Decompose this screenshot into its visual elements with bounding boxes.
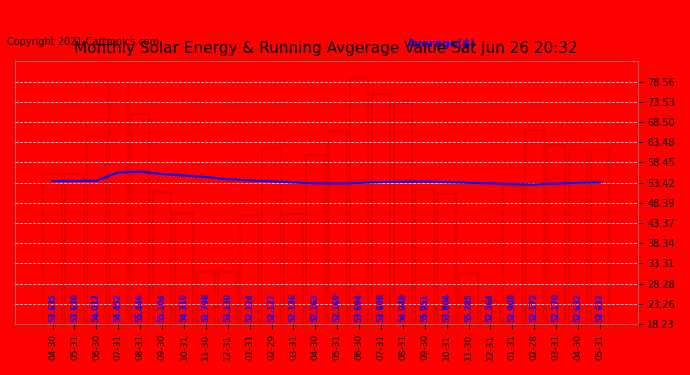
Bar	[569, 150, 587, 375]
Bar	[372, 94, 391, 375]
Text: 55.104: 55.104	[157, 293, 166, 322]
Text: 52.163: 52.163	[310, 293, 320, 322]
Text: 52.127: 52.127	[267, 293, 276, 322]
Text: 52.908: 52.908	[508, 293, 517, 322]
Text: 55.285: 55.285	[464, 293, 473, 322]
Text: Copyright 2021 Cartronics.com: Copyright 2021 Cartronics.com	[7, 37, 159, 47]
Text: 52.124: 52.124	[245, 293, 254, 322]
Bar	[547, 145, 565, 375]
Text: 54.048: 54.048	[398, 293, 407, 322]
Bar	[240, 216, 259, 375]
Title: Monthly Solar Energy & Running Avgerage Value Sat Jun 26 20:32: Monthly Solar Energy & Running Avgerage …	[75, 41, 578, 56]
Text: 54.310: 54.310	[179, 293, 188, 322]
Bar	[503, 186, 522, 375]
Text: 52.172: 52.172	[530, 293, 539, 322]
Text: 52.632: 52.632	[573, 293, 582, 322]
Bar	[262, 149, 281, 375]
Text: 54.012: 54.012	[92, 293, 101, 322]
Text: Monthly($): Monthly($)	[526, 39, 594, 49]
Bar	[109, 82, 128, 375]
Bar	[437, 194, 456, 375]
Text: 55.951: 55.951	[420, 293, 429, 322]
Text: 52.170: 52.170	[551, 293, 561, 322]
Text: 53.630: 53.630	[70, 293, 79, 322]
Text: 53.635: 53.635	[48, 293, 57, 322]
Bar	[306, 155, 324, 375]
Bar	[350, 76, 368, 375]
Bar	[284, 214, 303, 375]
Bar	[525, 130, 544, 375]
Bar	[591, 150, 609, 375]
Bar	[328, 131, 346, 375]
Text: 54.452: 54.452	[114, 293, 123, 322]
Bar	[131, 114, 150, 375]
Text: 52.632: 52.632	[595, 293, 604, 322]
Bar	[393, 103, 412, 375]
Text: 52.564: 52.564	[486, 293, 495, 322]
Bar	[219, 272, 237, 375]
Bar	[415, 189, 434, 375]
Text: Average($): Average($)	[407, 39, 477, 49]
Bar	[197, 272, 215, 375]
Text: 53.130: 53.130	[224, 293, 233, 322]
Bar	[43, 174, 62, 375]
Text: 53.608: 53.608	[377, 293, 386, 322]
Bar	[175, 213, 193, 375]
Bar	[65, 174, 83, 375]
Text: 55.446: 55.446	[136, 293, 145, 322]
Text: 52.136: 52.136	[289, 293, 298, 322]
Bar	[87, 137, 106, 375]
Text: 53.804: 53.804	[442, 293, 451, 322]
Bar	[481, 301, 500, 375]
Text: 53.694: 53.694	[355, 293, 364, 322]
Text: 52.169: 52.169	[333, 293, 342, 322]
Text: 51.798: 51.798	[201, 293, 210, 322]
Bar	[460, 273, 478, 375]
Bar	[152, 192, 171, 375]
